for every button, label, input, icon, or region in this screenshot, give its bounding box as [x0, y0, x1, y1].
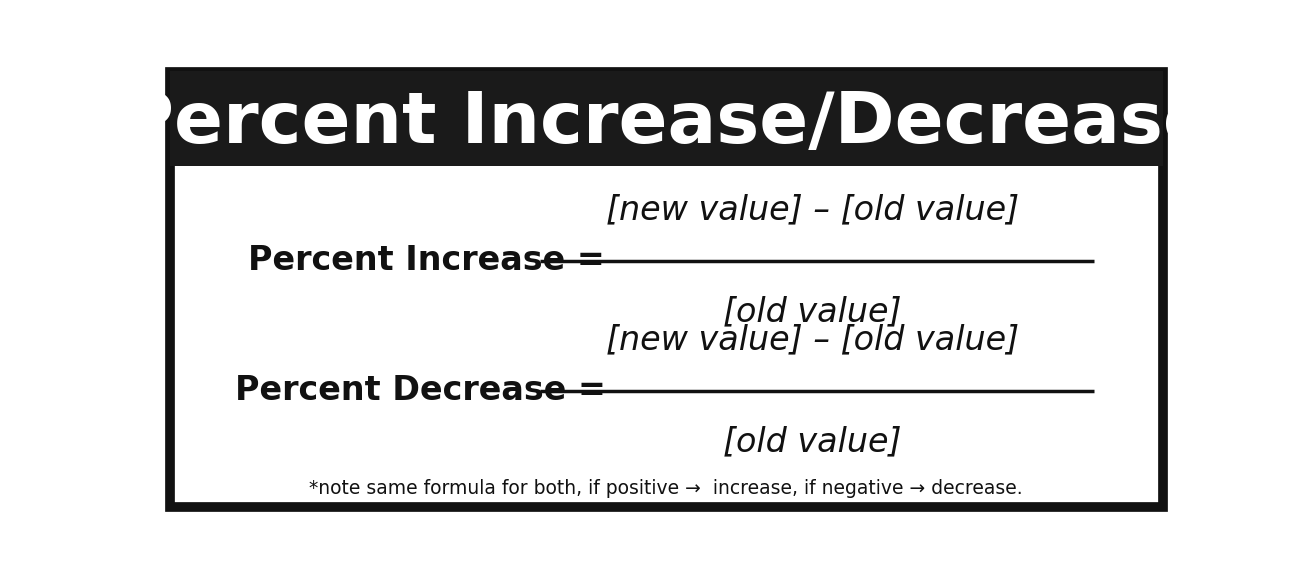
Text: Percent Increase/Decrease: Percent Increase/Decrease	[121, 89, 1212, 158]
FancyBboxPatch shape	[169, 71, 1164, 166]
Text: Percent Increase =: Percent Increase =	[248, 244, 616, 277]
Text: [new value] – [old value]: [new value] – [old value]	[606, 324, 1019, 356]
Text: *note same formula for both, if positive →  increase, if negative → decrease.: *note same formula for both, if positive…	[309, 479, 1023, 499]
Text: Percent Decrease =: Percent Decrease =	[235, 374, 618, 407]
FancyBboxPatch shape	[169, 72, 1164, 507]
Text: [old value]: [old value]	[723, 425, 902, 458]
Text: [old value]: [old value]	[723, 295, 902, 328]
Text: [new value] – [old value]: [new value] – [old value]	[606, 194, 1019, 226]
